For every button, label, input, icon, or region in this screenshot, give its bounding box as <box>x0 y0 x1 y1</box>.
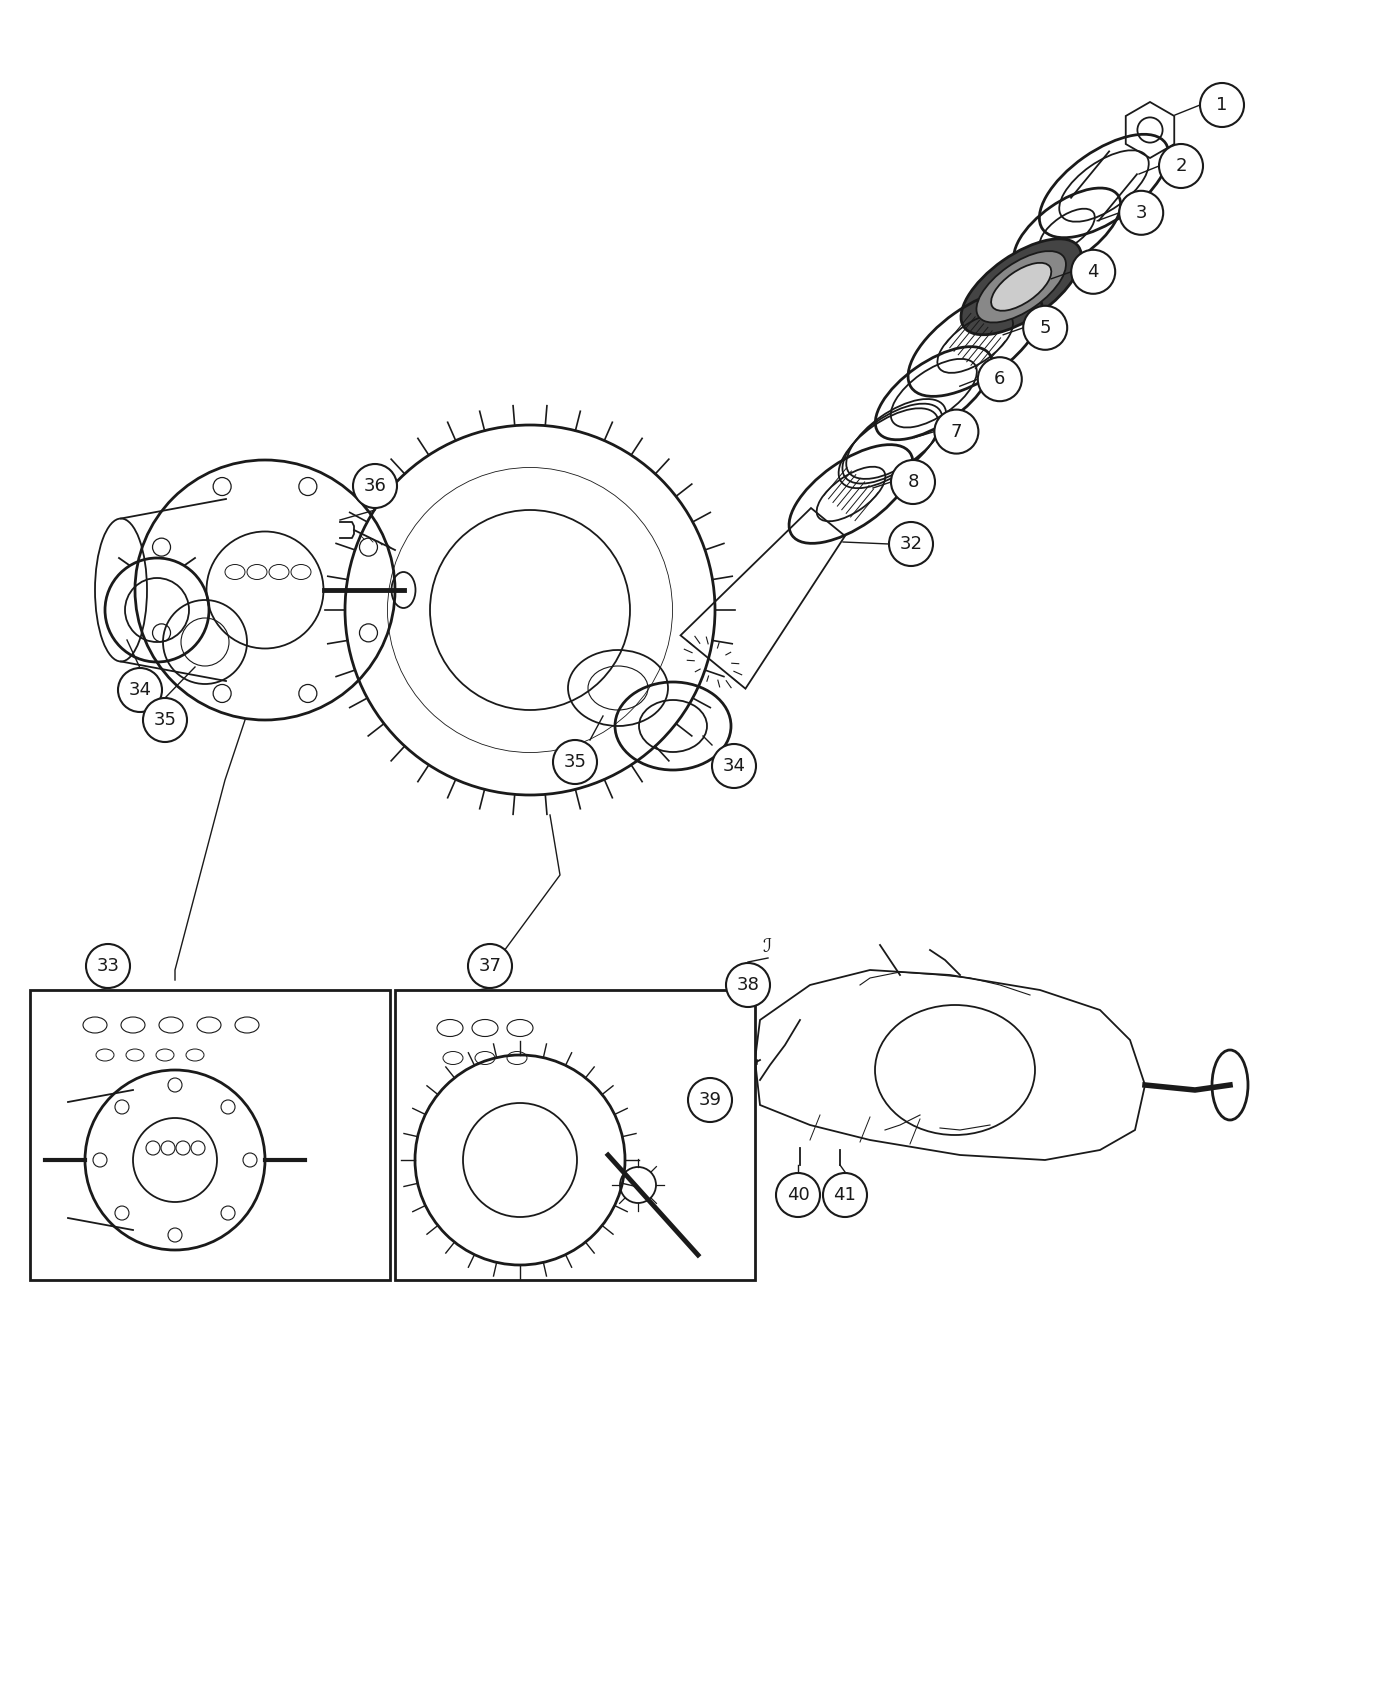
FancyBboxPatch shape <box>29 989 391 1280</box>
Circle shape <box>727 962 770 1006</box>
Text: 2: 2 <box>1175 156 1187 175</box>
Ellipse shape <box>991 264 1051 311</box>
Circle shape <box>1200 83 1245 127</box>
Text: 3: 3 <box>1135 204 1147 221</box>
Text: 35: 35 <box>154 711 176 729</box>
Circle shape <box>85 944 130 988</box>
Ellipse shape <box>960 240 1081 335</box>
Text: 37: 37 <box>479 957 501 976</box>
Text: 8: 8 <box>907 473 918 491</box>
Ellipse shape <box>976 252 1065 323</box>
Circle shape <box>1119 190 1163 235</box>
Circle shape <box>143 699 188 741</box>
Text: 33: 33 <box>97 957 119 976</box>
Text: 35: 35 <box>563 753 587 772</box>
Circle shape <box>468 944 512 988</box>
FancyBboxPatch shape <box>395 989 755 1280</box>
Circle shape <box>977 357 1022 401</box>
Text: 34: 34 <box>129 682 151 699</box>
Circle shape <box>934 410 979 454</box>
Circle shape <box>776 1173 820 1217</box>
Text: 38: 38 <box>736 976 759 994</box>
Circle shape <box>1071 250 1116 294</box>
Text: 32: 32 <box>899 536 923 552</box>
Circle shape <box>823 1173 867 1217</box>
Circle shape <box>890 461 935 503</box>
Text: 7: 7 <box>951 423 962 440</box>
Text: 36: 36 <box>364 478 386 495</box>
Circle shape <box>353 464 398 508</box>
Circle shape <box>1159 144 1203 189</box>
Text: 41: 41 <box>833 1187 857 1204</box>
Circle shape <box>553 740 596 784</box>
Text: 6: 6 <box>994 371 1005 388</box>
Text: 34: 34 <box>722 756 745 775</box>
Circle shape <box>1023 306 1067 350</box>
Circle shape <box>889 522 932 566</box>
Circle shape <box>687 1078 732 1122</box>
Text: ℐ: ℐ <box>762 937 771 955</box>
Circle shape <box>713 745 756 789</box>
Text: 1: 1 <box>1217 95 1228 114</box>
Circle shape <box>118 668 162 712</box>
Text: 4: 4 <box>1088 264 1099 280</box>
Text: 39: 39 <box>699 1091 721 1108</box>
Text: 5: 5 <box>1039 320 1051 337</box>
Text: 40: 40 <box>787 1187 809 1204</box>
